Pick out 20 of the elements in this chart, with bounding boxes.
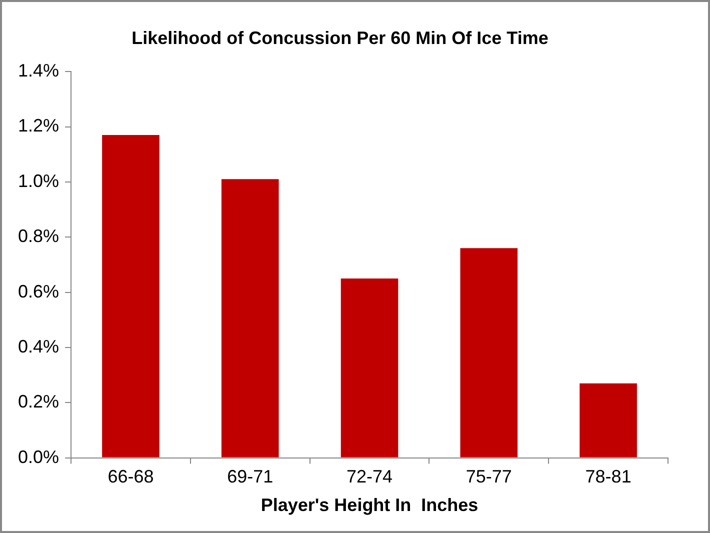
y-tick-label: 1.2% — [18, 116, 60, 136]
y-tick-label: 0.4% — [18, 336, 60, 356]
y-tick-label: 0.8% — [18, 226, 60, 246]
y-tick-label: 0.6% — [18, 281, 60, 302]
bar — [221, 179, 279, 458]
bar — [460, 248, 518, 458]
y-tick-label: 1.0% — [18, 170, 60, 191]
x-tick-label: 66-68 — [108, 466, 154, 487]
x-tick-label: 69-71 — [227, 466, 274, 487]
bar — [580, 383, 637, 458]
x-tick-label: 75-77 — [466, 466, 512, 487]
y-tick-label: 0.2% — [18, 392, 60, 412]
x-tick-label: 72-74 — [346, 466, 393, 487]
x-axis-title: Player's Height In Inches — [260, 495, 478, 516]
x-tick-label: 78-81 — [585, 466, 632, 487]
y-tick-label: 1.4% — [18, 60, 60, 81]
bar — [102, 135, 160, 458]
y-tick-label: 0.0% — [18, 446, 60, 467]
chart-title: Likelihood of Concussion Per 60 Min Of Ice Time — [132, 28, 548, 48]
bar — [340, 278, 398, 458]
